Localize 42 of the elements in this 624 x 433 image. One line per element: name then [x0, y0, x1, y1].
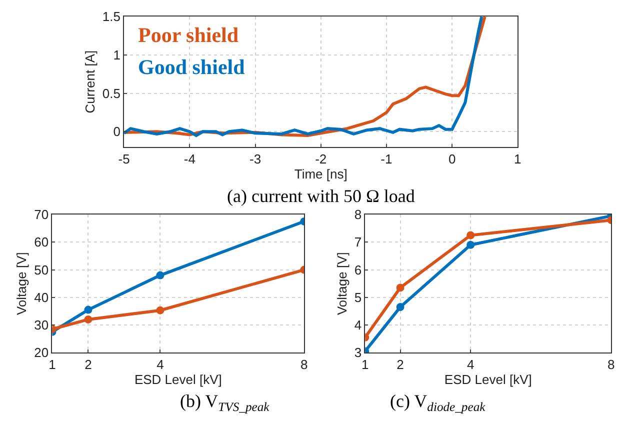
x-tick-label: -5 — [118, 152, 130, 167]
x-tick-label: 8 — [300, 357, 308, 372]
y-tick-label: 20 — [34, 345, 49, 360]
x-tick-label: -4 — [184, 152, 196, 167]
y-tick-label: 5 — [354, 290, 362, 305]
x-tick-label: 4 — [156, 357, 164, 372]
y-tick-label: 30 — [34, 318, 49, 333]
y-tick-label: 6 — [354, 262, 362, 278]
y-tick-label: 1 — [113, 48, 120, 63]
y-tick-label: 8 — [354, 207, 362, 222]
x-tick-label: -3 — [249, 152, 262, 167]
text: (b) V$_{TVS_peak}$ — [180, 391, 270, 414]
x-tick-label: 4 — [466, 357, 474, 372]
y-axis-title: Current [A] — [82, 50, 98, 114]
y-tick-label: 70 — [34, 207, 49, 222]
y-tick-label: 1.5 — [102, 9, 120, 24]
y-tick-label: 7 — [354, 234, 362, 250]
text: (c) V$_{diode_peak}$ — [390, 391, 486, 414]
x-tick-label: 8 — [608, 357, 615, 372]
y-tick-label: 3 — [354, 345, 362, 360]
y-tick-label: 4 — [354, 318, 362, 333]
y-tick-label: 0.5 — [102, 86, 120, 101]
y-axis-title: Voltage [V] — [334, 252, 350, 316]
text: Poor shield — [138, 23, 239, 47]
y-tick-label: 0 — [113, 124, 120, 140]
x-tick-label: -2 — [315, 152, 327, 167]
x-tick-label: 2 — [396, 357, 404, 372]
x-axis-title: ESD Level [kV] — [134, 372, 222, 388]
x-tick-label: -1 — [380, 152, 392, 167]
x-tick-label: 1 — [514, 152, 522, 167]
point — [466, 240, 475, 249]
text: (a) current with 50 Ω load — [227, 186, 415, 206]
y-tick-label: 60 — [34, 234, 49, 250]
text: Good shield — [138, 55, 246, 79]
point — [396, 303, 404, 312]
y-tick-label: 50 — [34, 262, 49, 278]
y-tick-label: 40 — [34, 290, 49, 305]
x-tick-label: 2 — [84, 357, 92, 372]
x-axis-title: ESD Level [kV] — [444, 372, 532, 388]
x-axis-title: Time [ns] — [294, 166, 348, 182]
y-axis-title: Voltage [V] — [14, 252, 30, 316]
x-tick-label: 0 — [448, 152, 456, 167]
